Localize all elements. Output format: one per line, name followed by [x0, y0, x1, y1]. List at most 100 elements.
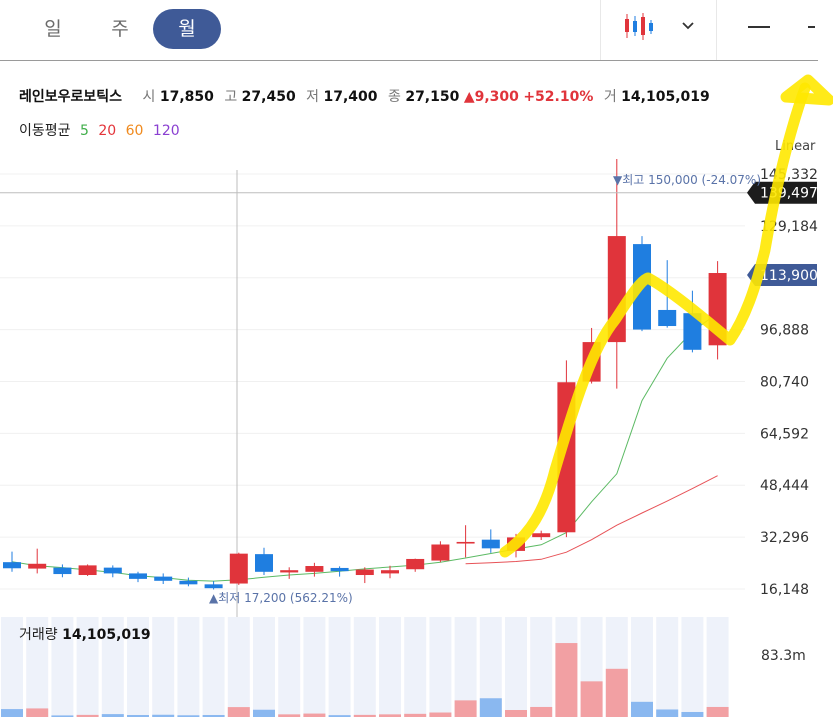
tab-week[interactable]: 주 — [111, 18, 129, 40]
candle-body[interactable] — [355, 569, 374, 576]
open-label: 시 — [142, 89, 156, 105]
current-price-label: 113,900 — [760, 268, 818, 284]
volume-bar[interactable] — [303, 713, 326, 717]
candle-body[interactable] — [129, 573, 147, 579]
volume-bar-background — [328, 617, 351, 717]
volume-bar[interactable] — [26, 708, 49, 717]
candle-body[interactable] — [381, 570, 399, 574]
volume-bar[interactable] — [353, 714, 376, 717]
volume-bar-background — [303, 617, 326, 717]
candle-body[interactable] — [406, 558, 425, 570]
ma5-legend[interactable]: 5 — [79, 123, 89, 139]
minimize-icon[interactable] — [748, 26, 772, 30]
volume-bar[interactable] — [202, 715, 225, 717]
volume-legend: 거래량 14,105,019 — [19, 624, 151, 644]
volume-bar[interactable] — [177, 715, 200, 717]
volume-bar-background — [353, 617, 376, 717]
price-summary: 레인보우로보틱스 시 17,850 고 27,450 저 17,400 종 27… — [19, 86, 710, 106]
volume-bar[interactable] — [152, 714, 175, 717]
candle-body[interactable] — [305, 566, 324, 572]
volume-bar-background — [26, 617, 49, 717]
volume-bar[interactable] — [656, 709, 679, 717]
tab-month[interactable]: 월 — [153, 9, 221, 49]
low-value: 17,400 — [323, 89, 378, 105]
highlight-arrow-head — [780, 74, 833, 106]
volume-bar[interactable] — [127, 715, 149, 717]
volume-chart-label: 거래량 — [19, 627, 58, 643]
y-tick-label: 145,332 — [760, 167, 818, 183]
y-tick-label: 64,592 — [760, 426, 809, 442]
volume-bar[interactable] — [101, 714, 124, 717]
volume-bar-background — [429, 617, 452, 717]
volume-bar[interactable] — [429, 712, 452, 717]
volume-chart-value: 14,105,019 — [62, 627, 151, 643]
toolbar-divider — [600, 0, 601, 60]
candle-body[interactable] — [229, 553, 248, 584]
volume-bar-background — [706, 617, 729, 717]
candlestick-chart-icon[interactable] — [622, 12, 658, 42]
high-annotation: ▼최고 150,000 (-24.07%) — [613, 173, 761, 187]
volume-label: 거 — [603, 89, 617, 105]
volume-bar[interactable] — [76, 714, 99, 717]
minimize-icon[interactable] — [808, 26, 818, 30]
chevron-down-icon[interactable] — [676, 14, 700, 38]
volume-bar[interactable] — [227, 707, 250, 717]
volume-bar[interactable] — [51, 715, 74, 717]
candle-body[interactable] — [78, 565, 97, 576]
candle-body[interactable] — [532, 533, 551, 538]
candle-body[interactable] — [683, 313, 702, 350]
volume-bar-background — [127, 617, 149, 717]
volume-bar[interactable] — [706, 706, 729, 717]
volume-axis-label: 83.3m — [761, 648, 806, 664]
open-value: 17,850 — [159, 89, 214, 105]
volume-bar[interactable] — [631, 701, 653, 717]
candle-body[interactable] — [28, 563, 47, 569]
volume-bar[interactable] — [605, 668, 628, 717]
crosshair-price-label: 139,497 — [760, 186, 818, 202]
volume-bar[interactable] — [555, 643, 578, 717]
ma60-legend[interactable]: 60 — [125, 123, 144, 139]
candle-body[interactable] — [255, 554, 273, 572]
ma20-legend[interactable]: 20 — [98, 123, 117, 139]
volume-bar[interactable] — [505, 710, 527, 717]
candle-body[interactable] — [481, 539, 500, 549]
volume-bar-background — [681, 617, 704, 717]
volume-bar[interactable] — [580, 681, 603, 717]
volume-bar[interactable] — [404, 713, 427, 717]
candle-body[interactable] — [53, 567, 72, 575]
candle-body[interactable] — [330, 567, 349, 572]
y-tick-label: 96,888 — [760, 323, 809, 339]
low-label: 저 — [306, 89, 320, 105]
volume-bar[interactable] — [454, 700, 477, 717]
close-value: 27,150 — [405, 89, 460, 105]
ma120-legend[interactable]: 120 — [152, 123, 180, 139]
tab-day[interactable]: 일 — [44, 18, 62, 40]
moving-average-label: 이동평균 — [19, 123, 71, 139]
candle-body[interactable] — [179, 580, 198, 585]
change-percent: +52.10% — [523, 89, 594, 105]
volume-value: 14,105,019 — [621, 89, 710, 105]
volume-bar[interactable] — [379, 714, 401, 717]
volume-bar[interactable] — [278, 714, 301, 717]
volume-bar[interactable] — [328, 715, 351, 717]
volume-bar[interactable] — [681, 711, 704, 717]
volume-bar-background — [404, 617, 427, 717]
candle-body[interactable] — [154, 576, 173, 581]
toolbar-border — [0, 60, 818, 61]
candle-body[interactable] — [103, 567, 122, 574]
change-value: ▲9,300 — [463, 89, 519, 105]
candle-body[interactable] — [204, 584, 223, 589]
volume-bar[interactable] — [479, 698, 502, 717]
volume-bar[interactable] — [1, 709, 23, 717]
volume-bar[interactable] — [253, 709, 275, 717]
candle-body[interactable] — [3, 562, 21, 569]
candle-body[interactable] — [456, 541, 475, 544]
candle-body[interactable] — [431, 544, 450, 561]
volume-bar[interactable] — [530, 706, 553, 717]
candle-body[interactable] — [658, 309, 677, 327]
candle-body[interactable] — [280, 570, 299, 573]
volume-bar-background — [505, 617, 527, 717]
volume-bar-background — [152, 617, 175, 717]
volume-bar-background — [278, 617, 301, 717]
